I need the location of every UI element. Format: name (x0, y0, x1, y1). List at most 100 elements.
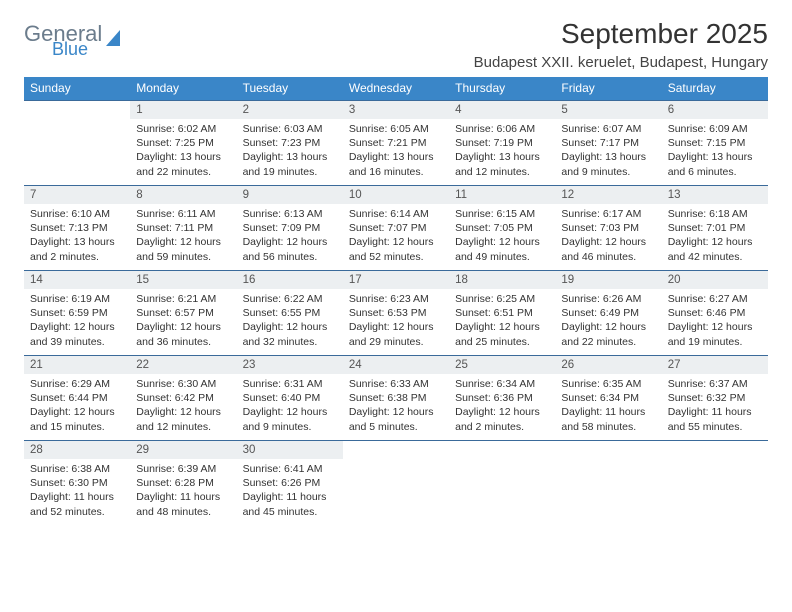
day-number: 7 (24, 186, 130, 204)
day-number: 28 (24, 441, 130, 459)
day-number: 17 (343, 271, 449, 289)
day-number (24, 101, 130, 107)
daylight-text: Daylight: 12 hours and 32 minutes. (243, 320, 337, 348)
calendar-day-cell (449, 441, 555, 526)
sunset-text: Sunset: 6:55 PM (243, 306, 337, 320)
calendar-day-cell: 6Sunrise: 6:09 AMSunset: 7:15 PMDaylight… (662, 101, 768, 186)
daylight-text: Daylight: 12 hours and 49 minutes. (455, 235, 549, 263)
brand-triangle-icon (106, 30, 120, 46)
day-details: Sunrise: 6:18 AMSunset: 7:01 PMDaylight:… (662, 204, 768, 264)
weekday-header: Sunday (24, 77, 130, 101)
sunset-text: Sunset: 7:05 PM (455, 221, 549, 235)
day-number (555, 441, 661, 447)
sunset-text: Sunset: 6:26 PM (243, 476, 337, 490)
sunrise-text: Sunrise: 6:25 AM (455, 292, 549, 306)
weekday-header: Saturday (662, 77, 768, 101)
calendar-day-cell: 19Sunrise: 6:26 AMSunset: 6:49 PMDayligh… (555, 271, 661, 356)
day-details: Sunrise: 6:34 AMSunset: 6:36 PMDaylight:… (449, 374, 555, 434)
weekday-header: Friday (555, 77, 661, 101)
day-details: Sunrise: 6:33 AMSunset: 6:38 PMDaylight:… (343, 374, 449, 434)
sunrise-text: Sunrise: 6:29 AM (30, 377, 124, 391)
sunset-text: Sunset: 7:13 PM (30, 221, 124, 235)
calendar-day-cell: 5Sunrise: 6:07 AMSunset: 7:17 PMDaylight… (555, 101, 661, 186)
daylight-text: Daylight: 12 hours and 19 minutes. (668, 320, 762, 348)
sunset-text: Sunset: 7:21 PM (349, 136, 443, 150)
daylight-text: Daylight: 11 hours and 58 minutes. (561, 405, 655, 433)
calendar-day-cell: 11Sunrise: 6:15 AMSunset: 7:05 PMDayligh… (449, 186, 555, 271)
daylight-text: Daylight: 12 hours and 59 minutes. (136, 235, 230, 263)
page-title: September 2025 (474, 18, 768, 50)
day-details: Sunrise: 6:23 AMSunset: 6:53 PMDaylight:… (343, 289, 449, 349)
calendar-day-cell: 8Sunrise: 6:11 AMSunset: 7:11 PMDaylight… (130, 186, 236, 271)
sunset-text: Sunset: 6:34 PM (561, 391, 655, 405)
calendar-day-cell: 30Sunrise: 6:41 AMSunset: 6:26 PMDayligh… (237, 441, 343, 526)
daylight-text: Daylight: 13 hours and 9 minutes. (561, 150, 655, 178)
calendar-day-cell: 22Sunrise: 6:30 AMSunset: 6:42 PMDayligh… (130, 356, 236, 441)
day-number: 3 (343, 101, 449, 119)
calendar-day-cell: 21Sunrise: 6:29 AMSunset: 6:44 PMDayligh… (24, 356, 130, 441)
day-number (662, 441, 768, 447)
sunset-text: Sunset: 6:53 PM (349, 306, 443, 320)
calendar-day-cell: 17Sunrise: 6:23 AMSunset: 6:53 PMDayligh… (343, 271, 449, 356)
calendar-week-row: 7Sunrise: 6:10 AMSunset: 7:13 PMDaylight… (24, 186, 768, 271)
daylight-text: Daylight: 12 hours and 12 minutes. (136, 405, 230, 433)
sunset-text: Sunset: 6:46 PM (668, 306, 762, 320)
calendar-day-cell: 2Sunrise: 6:03 AMSunset: 7:23 PMDaylight… (237, 101, 343, 186)
day-number: 5 (555, 101, 661, 119)
daylight-text: Daylight: 12 hours and 46 minutes. (561, 235, 655, 263)
day-number: 4 (449, 101, 555, 119)
sunset-text: Sunset: 6:32 PM (668, 391, 762, 405)
calendar-day-cell (662, 441, 768, 526)
sunset-text: Sunset: 6:49 PM (561, 306, 655, 320)
sunrise-text: Sunrise: 6:09 AM (668, 122, 762, 136)
day-details: Sunrise: 6:05 AMSunset: 7:21 PMDaylight:… (343, 119, 449, 179)
brand-logo: General Blue (24, 18, 120, 58)
calendar-day-cell (555, 441, 661, 526)
calendar-day-cell: 13Sunrise: 6:18 AMSunset: 7:01 PMDayligh… (662, 186, 768, 271)
day-details: Sunrise: 6:09 AMSunset: 7:15 PMDaylight:… (662, 119, 768, 179)
sunrise-text: Sunrise: 6:21 AM (136, 292, 230, 306)
sunset-text: Sunset: 7:19 PM (455, 136, 549, 150)
sunrise-text: Sunrise: 6:03 AM (243, 122, 337, 136)
calendar-day-cell (343, 441, 449, 526)
sunrise-text: Sunrise: 6:10 AM (30, 207, 124, 221)
day-number: 15 (130, 271, 236, 289)
daylight-text: Daylight: 13 hours and 12 minutes. (455, 150, 549, 178)
sunrise-text: Sunrise: 6:39 AM (136, 462, 230, 476)
sunset-text: Sunset: 6:51 PM (455, 306, 549, 320)
sunset-text: Sunset: 7:03 PM (561, 221, 655, 235)
day-details: Sunrise: 6:02 AMSunset: 7:25 PMDaylight:… (130, 119, 236, 179)
sunset-text: Sunset: 7:11 PM (136, 221, 230, 235)
page-subtitle: Budapest XXII. keruelet, Budapest, Hunga… (474, 54, 768, 71)
calendar-day-cell: 3Sunrise: 6:05 AMSunset: 7:21 PMDaylight… (343, 101, 449, 186)
weekday-header: Tuesday (237, 77, 343, 101)
calendar-day-cell: 20Sunrise: 6:27 AMSunset: 6:46 PMDayligh… (662, 271, 768, 356)
day-number: 21 (24, 356, 130, 374)
daylight-text: Daylight: 13 hours and 22 minutes. (136, 150, 230, 178)
daylight-text: Daylight: 13 hours and 19 minutes. (243, 150, 337, 178)
sunrise-text: Sunrise: 6:17 AM (561, 207, 655, 221)
calendar-day-cell: 4Sunrise: 6:06 AMSunset: 7:19 PMDaylight… (449, 101, 555, 186)
day-number: 13 (662, 186, 768, 204)
sunrise-text: Sunrise: 6:22 AM (243, 292, 337, 306)
calendar-week-row: 1Sunrise: 6:02 AMSunset: 7:25 PMDaylight… (24, 101, 768, 186)
day-details: Sunrise: 6:37 AMSunset: 6:32 PMDaylight:… (662, 374, 768, 434)
daylight-text: Daylight: 12 hours and 25 minutes. (455, 320, 549, 348)
day-details: Sunrise: 6:03 AMSunset: 7:23 PMDaylight:… (237, 119, 343, 179)
day-number: 18 (449, 271, 555, 289)
daylight-text: Daylight: 12 hours and 39 minutes. (30, 320, 124, 348)
day-number: 11 (449, 186, 555, 204)
brand-text: General Blue (24, 24, 102, 58)
sunrise-text: Sunrise: 6:18 AM (668, 207, 762, 221)
weekday-header: Thursday (449, 77, 555, 101)
sunrise-text: Sunrise: 6:27 AM (668, 292, 762, 306)
calendar-day-cell: 10Sunrise: 6:14 AMSunset: 7:07 PMDayligh… (343, 186, 449, 271)
day-details: Sunrise: 6:10 AMSunset: 7:13 PMDaylight:… (24, 204, 130, 264)
day-number: 1 (130, 101, 236, 119)
daylight-text: Daylight: 12 hours and 56 minutes. (243, 235, 337, 263)
day-number: 10 (343, 186, 449, 204)
sunrise-text: Sunrise: 6:34 AM (455, 377, 549, 391)
calendar-week-row: 14Sunrise: 6:19 AMSunset: 6:59 PMDayligh… (24, 271, 768, 356)
sunset-text: Sunset: 7:01 PM (668, 221, 762, 235)
daylight-text: Daylight: 13 hours and 6 minutes. (668, 150, 762, 178)
